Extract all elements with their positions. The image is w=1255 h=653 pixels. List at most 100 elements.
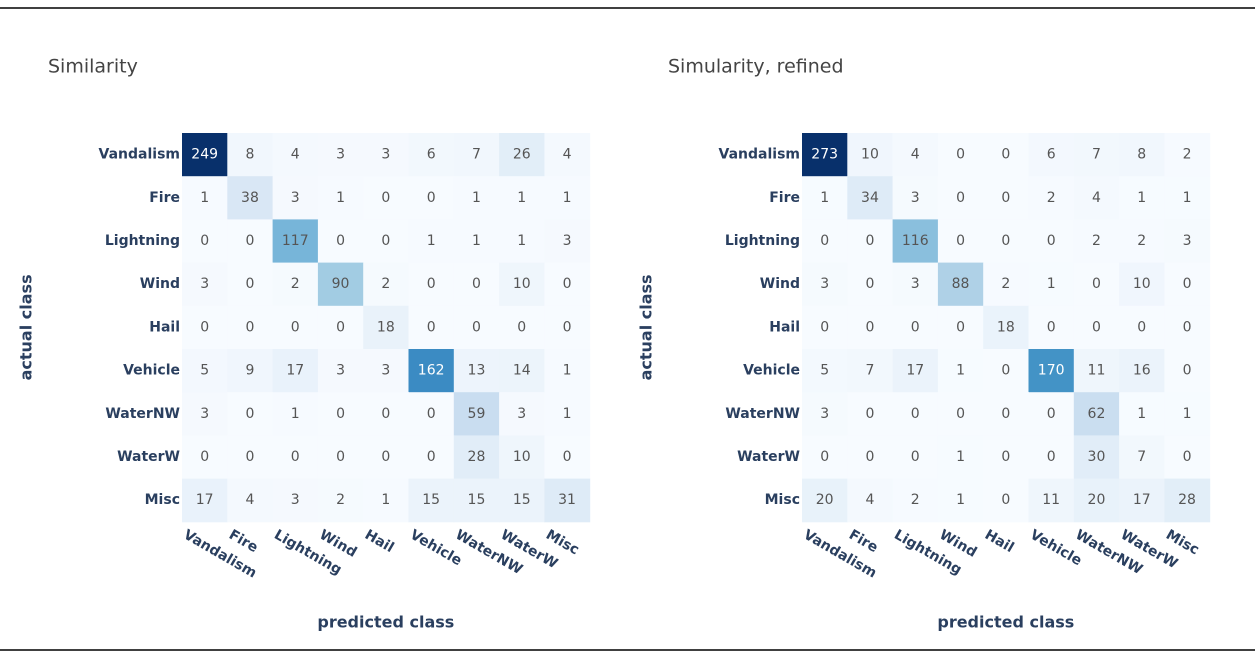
cell-value: 1: [956, 363, 965, 379]
y-tick-label: Vehicle: [743, 363, 800, 379]
cell-value: 0: [336, 319, 345, 335]
cell-value: 10: [861, 147, 879, 163]
cell-value: 5: [200, 363, 209, 379]
cell: [272, 435, 319, 480]
cell-value: 0: [865, 406, 874, 422]
cell: [227, 435, 274, 480]
cell: [182, 176, 228, 220]
cell: [317, 305, 364, 350]
cell: [182, 349, 228, 393]
cell-value: 62: [1088, 406, 1106, 422]
x-axis-label: predicted class: [937, 613, 1074, 632]
cell: [937, 392, 984, 436]
cell-value: 10: [1133, 276, 1151, 292]
cell-value: 0: [381, 406, 390, 422]
cell: [1028, 133, 1075, 177]
cell-value: 2: [1183, 147, 1192, 163]
cell-value: 90: [332, 276, 350, 292]
cell-value: 1: [956, 449, 965, 465]
cell-value: 0: [1092, 319, 1101, 335]
cell: [363, 478, 409, 523]
y-tick-label: Lightning: [105, 233, 180, 249]
cell-value: 9: [245, 363, 254, 379]
cell-value: 0: [427, 190, 436, 206]
cell: [227, 349, 274, 393]
y-axis-label: actual class: [17, 274, 36, 380]
cell-value: 5: [820, 363, 829, 379]
cell-value: 2: [911, 492, 920, 508]
cell: [363, 349, 409, 393]
cell-value: 0: [865, 449, 874, 465]
cell: [499, 133, 545, 177]
cell: [182, 262, 228, 307]
cell-value: 0: [911, 406, 920, 422]
cell: [363, 133, 409, 177]
cell: [544, 219, 591, 264]
cell-value: 18: [377, 319, 395, 335]
y-tick-label: Vandalism: [719, 147, 800, 163]
cell-value: 8: [245, 147, 254, 163]
cell-value: 2: [1001, 276, 1010, 292]
cell-value: 116: [902, 233, 929, 249]
cell: [1164, 219, 1211, 264]
cell-value: 1: [200, 190, 209, 206]
cell-value: 2: [291, 276, 300, 292]
cell-value: 1: [291, 406, 300, 422]
cell: [847, 392, 894, 436]
cell: [499, 478, 545, 523]
cell-value: 1: [381, 492, 390, 508]
cell: [1073, 133, 1120, 177]
cell: [802, 478, 848, 523]
cell: [937, 219, 984, 264]
y-tick-label: Wind: [140, 276, 180, 292]
x-tick-label: Hail: [362, 527, 397, 556]
cell-value: 0: [820, 449, 829, 465]
cell: [453, 435, 500, 480]
cell: [937, 305, 984, 350]
cell: [892, 133, 939, 177]
cell-value: 1: [517, 190, 526, 206]
cell-value: 0: [1183, 363, 1192, 379]
cell-value: 0: [1001, 449, 1010, 465]
cell: [317, 262, 364, 307]
y-tick-label: WaterW: [117, 449, 180, 465]
cell-value: 10: [513, 276, 531, 292]
cell-value: 0: [200, 449, 209, 465]
cell: [1164, 392, 1211, 436]
cell: [937, 435, 984, 480]
cell: [363, 392, 409, 436]
cell-value: 0: [1047, 449, 1056, 465]
cell-value: 0: [291, 319, 300, 335]
cell-value: 0: [245, 319, 254, 335]
cell-value: 0: [245, 233, 254, 249]
cell: [182, 478, 228, 523]
cell-value: 4: [245, 492, 254, 508]
cell: [847, 262, 894, 307]
cell: [1164, 305, 1211, 350]
y-axis-label: actual class: [637, 274, 656, 380]
cell: [892, 435, 939, 480]
cell-value: 1: [1183, 190, 1192, 206]
cell-value: 0: [1001, 363, 1010, 379]
cell: [1119, 262, 1165, 307]
cell-value: 3: [336, 147, 345, 163]
cell-value: 0: [336, 406, 345, 422]
cell: [1028, 478, 1075, 523]
cell-value: 0: [427, 319, 436, 335]
cell-value: 0: [291, 449, 300, 465]
chart-title: Simularity, refined: [668, 56, 844, 78]
cell: [937, 133, 984, 177]
cell: [453, 133, 500, 177]
cell-value: 0: [1001, 233, 1010, 249]
cell-value: 0: [1183, 449, 1192, 465]
cell: [363, 435, 409, 480]
cell: [1073, 392, 1120, 436]
cell-value: 0: [1001, 406, 1010, 422]
cell-value: 1: [563, 363, 572, 379]
cell: [1028, 305, 1075, 350]
cell-value: 30: [1088, 449, 1106, 465]
y-tick-label: WaterW: [737, 449, 800, 465]
cell-value: 0: [956, 190, 965, 206]
cell-value: 0: [245, 449, 254, 465]
